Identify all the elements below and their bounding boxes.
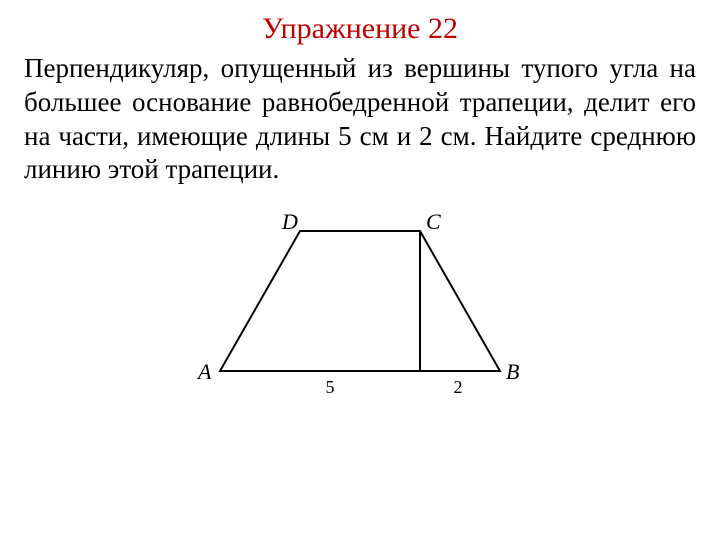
label-a: A: [196, 359, 212, 384]
label-segment-2: 2: [454, 377, 463, 397]
label-b: B: [506, 359, 519, 384]
problem-text: Перпендикуляр, опущенный из вершины тупо…: [24, 52, 696, 187]
trapezoid-figure: D C A B 5 2: [190, 201, 530, 421]
label-segment-5: 5: [326, 377, 335, 397]
label-c: C: [426, 209, 441, 234]
trapezoid-outline: [220, 231, 500, 371]
label-d: D: [281, 209, 298, 234]
exercise-title: Упражнение 22: [24, 12, 696, 46]
